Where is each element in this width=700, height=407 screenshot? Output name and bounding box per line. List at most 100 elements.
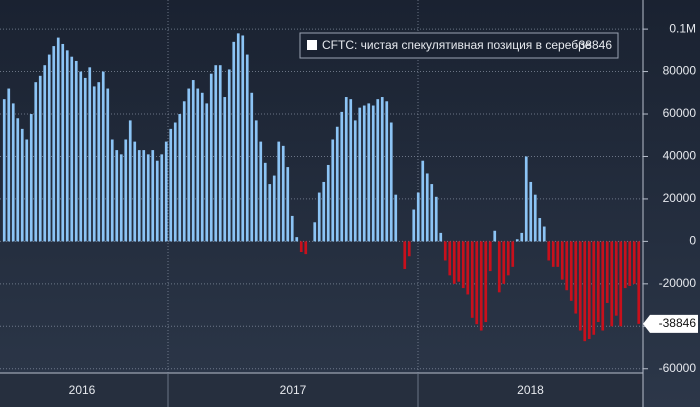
- bar: [547, 241, 551, 261]
- bar: [610, 241, 614, 327]
- bar: [142, 150, 146, 242]
- bar: [268, 184, 272, 242]
- bar: [430, 184, 434, 242]
- bar: [394, 194, 398, 242]
- legend-box: [299, 32, 619, 59]
- x-tick-label: 2016: [69, 383, 96, 397]
- y-tick-label: -60000: [659, 361, 697, 375]
- bar: [182, 101, 186, 242]
- bar: [560, 241, 564, 280]
- bar: [223, 97, 227, 242]
- bar: [412, 209, 416, 242]
- bar: [335, 126, 339, 242]
- bar: [520, 232, 524, 242]
- bar: [614, 241, 618, 316]
- bar: [173, 122, 177, 242]
- bar: [371, 105, 375, 242]
- bar: [263, 162, 267, 242]
- bar: [461, 241, 465, 289]
- last-value-label: -38846: [659, 316, 697, 330]
- y-tick-label: 60000: [663, 106, 697, 120]
- bar: [380, 97, 384, 242]
- bar: [232, 41, 236, 242]
- bar: [227, 69, 231, 242]
- bar: [448, 241, 452, 276]
- bar: [475, 241, 479, 325]
- bar: [443, 241, 447, 261]
- bar: [313, 222, 317, 242]
- bar: [605, 241, 609, 303]
- bar: [538, 218, 542, 242]
- bar: [56, 37, 60, 242]
- legend-value: -38846: [575, 38, 613, 52]
- bar: [637, 241, 641, 324]
- bar: [83, 77, 87, 242]
- bar: [187, 88, 191, 242]
- bar: [52, 46, 56, 242]
- bar: [65, 50, 69, 242]
- x-tick-label: 2017: [280, 383, 307, 397]
- bar: [200, 92, 204, 242]
- y-tick-label: 0: [689, 234, 696, 248]
- bar: [389, 122, 393, 242]
- bar: [61, 43, 65, 242]
- bar: [596, 241, 600, 323]
- bar: [151, 150, 155, 242]
- bar: [376, 99, 380, 242]
- bar: [295, 237, 299, 242]
- bar: [542, 226, 546, 242]
- bar: [110, 139, 114, 242]
- bar: [452, 241, 456, 284]
- bar: [556, 241, 560, 267]
- bar: [317, 192, 321, 242]
- bar: [164, 141, 168, 242]
- bar: [362, 105, 366, 242]
- bar: [578, 241, 582, 331]
- bar: [515, 239, 519, 242]
- bar: [533, 194, 537, 242]
- bar: [524, 156, 528, 242]
- bar: [178, 114, 182, 242]
- bar: [299, 241, 303, 252]
- bar: [11, 103, 15, 242]
- bar: [115, 150, 119, 242]
- bar: [619, 241, 623, 327]
- y-tick-label: 20000: [663, 191, 697, 205]
- bar: [97, 82, 101, 242]
- bar: [331, 139, 335, 242]
- y-tick-label: 40000: [663, 149, 697, 163]
- bar: [502, 241, 506, 284]
- bar: [349, 99, 353, 242]
- bar: [407, 241, 411, 257]
- bar: [344, 97, 348, 242]
- bar: [358, 107, 362, 242]
- bar: [47, 54, 51, 242]
- bar: [7, 88, 11, 242]
- bar: [628, 241, 632, 286]
- bar: [434, 196, 438, 242]
- bar: [79, 71, 83, 242]
- bar: [155, 160, 159, 242]
- bar: [326, 164, 330, 242]
- bar: [425, 173, 429, 242]
- bar: [70, 56, 74, 242]
- bar: [20, 128, 24, 242]
- bar: [128, 120, 132, 242]
- bar: [92, 86, 96, 242]
- bar: [236, 33, 240, 242]
- legend-swatch: [307, 40, 317, 50]
- bar: [277, 141, 281, 242]
- bar: [353, 120, 357, 242]
- bar: [632, 241, 636, 284]
- bar: [106, 88, 110, 242]
- bar: [439, 232, 443, 242]
- bar: [245, 54, 249, 242]
- x-tick-label: 2018: [517, 383, 544, 397]
- bar: [281, 145, 285, 242]
- bar: [101, 71, 105, 242]
- bar: [511, 241, 515, 267]
- bar: [574, 241, 578, 314]
- bar: [569, 241, 573, 301]
- bar: [205, 103, 209, 242]
- bar: [286, 167, 290, 242]
